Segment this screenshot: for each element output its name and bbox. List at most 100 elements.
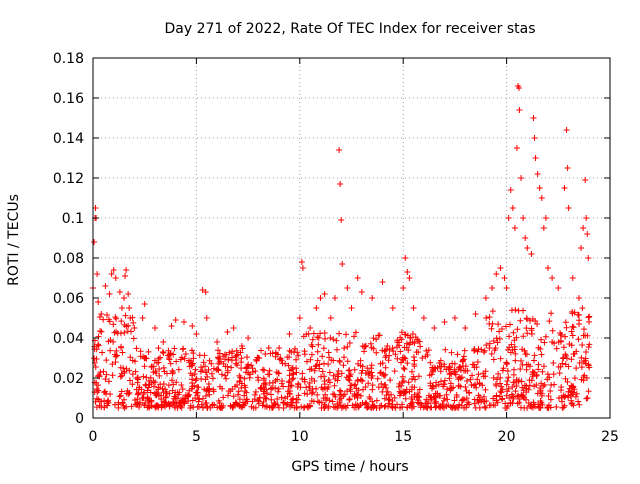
data-point [473,384,480,391]
data-point [310,330,317,337]
data-point [541,339,548,346]
data-point [415,393,422,400]
data-point [276,356,283,363]
data-point [117,392,124,399]
y-tick-label: 0.14 [53,131,84,147]
data-point [121,295,128,301]
data-point [171,345,178,352]
data-point [224,363,231,370]
data-point [99,349,106,356]
data-point [427,359,434,366]
data-point [299,265,306,271]
data-point [472,404,479,411]
data-point [463,395,470,402]
data-point [118,318,125,325]
data-point [505,215,512,221]
data-point [219,404,226,411]
data-point [234,362,241,369]
data-point [442,346,449,353]
data-point [354,392,361,399]
data-point [561,185,568,191]
data-point [352,381,359,388]
data-point [360,386,367,393]
data-point [166,401,173,408]
data-point [510,395,517,402]
data-point [263,403,270,410]
data-point [112,359,119,366]
x-tick-label: 0 [89,429,98,445]
data-point [116,289,123,295]
data-point [243,389,250,396]
data-point [206,357,213,364]
data-point [199,367,206,374]
data-point [509,205,516,211]
data-point [474,348,481,355]
data-point [266,367,273,374]
data-point [148,398,155,405]
data-point [385,397,392,404]
data-point [489,285,496,291]
data-point [383,346,390,353]
data-point [393,344,400,351]
data-point [420,315,427,321]
data-point [583,215,590,221]
data-point [471,361,478,368]
data-point [503,381,510,388]
data-point [534,171,541,177]
data-point [576,401,583,408]
data-point [446,364,453,371]
data-point [538,195,545,201]
data-point [338,217,345,223]
data-point [402,255,409,261]
data-point [214,339,221,345]
data-point [106,318,113,325]
data-point [355,404,362,411]
data-point [570,383,577,390]
data-point [134,374,141,381]
data-point [565,392,572,399]
data-point [121,329,128,336]
data-point [561,402,568,409]
data-point [345,367,352,374]
data-point [529,316,536,323]
data-point [413,349,420,356]
data-point [585,255,592,261]
data-point [586,341,593,348]
data-point [91,355,98,362]
data-point [182,350,189,357]
data-point [476,380,483,387]
data-point [369,295,376,301]
data-point [202,393,209,400]
data-point [516,107,523,113]
data-point [496,393,503,400]
data-point [374,375,381,382]
data-point [134,391,141,398]
data-point [226,349,233,356]
data-point [189,323,196,329]
data-point [229,348,236,355]
data-point [471,347,478,354]
data-point [563,324,570,331]
data-point [398,382,405,389]
data-point [448,349,455,356]
data-point [507,400,514,407]
data-point [408,368,415,375]
data-point [129,357,136,364]
data-point [314,348,321,355]
data-point [343,374,350,381]
data-point [539,368,546,375]
data-point [287,403,294,410]
data-point [175,366,182,373]
data-point [563,127,570,133]
data-point [511,366,518,373]
data-point [377,370,384,377]
data-point [150,378,157,385]
data-point [369,386,376,393]
data-point [308,398,315,405]
data-point [585,388,592,395]
data-point [535,366,542,373]
data-point [172,404,179,411]
data-point [252,368,259,375]
data-point [582,355,589,362]
data-point [306,366,313,373]
